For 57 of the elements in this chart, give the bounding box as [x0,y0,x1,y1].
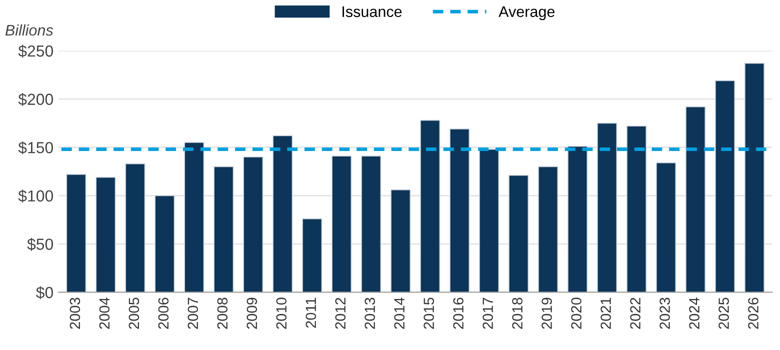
x-tick-label: 2011 [306,298,316,328]
bar [272,135,293,292]
x-tick-label: 2004 [99,298,110,329]
x-tick-label: 2018 [512,298,522,329]
x-tick-label: 2003 [70,298,80,329]
bar [597,122,618,292]
x-tick-label: 2016 [453,298,464,329]
x-tick-label: 2014 [394,298,405,329]
y-tick-label: $50 [27,238,54,251]
x-tick-label: 2005 [128,298,140,329]
y-tick-label: $250 [18,44,54,58]
x-tick-label: 2010 [276,298,287,329]
bar [656,162,676,292]
bar [744,62,765,292]
bar [420,120,440,292]
bar [66,174,86,292]
bar [568,146,588,292]
bar [538,166,558,292]
legend-label: Issuance [342,6,402,18]
bar [479,148,500,292]
x-tick-label: 2023 [660,298,670,329]
legend-label: Average [498,6,555,20]
x-tick-label: 2007 [188,298,198,329]
y-tick-label: $0 [36,286,54,300]
x-tick-label: 2022 [630,298,640,329]
bar [626,126,647,292]
bar [361,156,382,292]
x-tick-label: 2020 [571,298,582,329]
bar [332,156,352,292]
x-tick-label: 2021 [600,298,611,329]
bar [715,80,736,292]
bar [96,176,116,292]
bar [214,166,234,292]
bar [508,174,529,292]
x-tick-label: 2015 [424,298,434,329]
bar [154,195,175,292]
bar [243,156,264,292]
x-tick-label: 2009 [246,298,258,329]
y-axis-title: Billions [5,24,54,36]
bar [686,106,706,292]
bar [450,128,470,292]
x-tick-label: 2013 [364,298,376,329]
bar [125,163,146,292]
x-tick-label: 2006 [158,298,169,329]
x-tick-label: 2008 [217,298,228,329]
x-tick-label: 2012 [335,298,346,329]
x-tick-label: 2025 [718,298,729,329]
bar [390,189,411,292]
bar [302,218,322,292]
x-tick-label: 2024 [689,298,700,329]
y-tick-label: $100 [18,190,54,203]
y-tick-label: $150 [18,141,54,154]
x-tick-label: 2019 [542,298,552,329]
y-tick-label: $200 [18,93,54,106]
x-tick-label: 2026 [748,298,758,329]
bar [184,142,204,292]
x-tick-label: 2017 [482,298,493,329]
